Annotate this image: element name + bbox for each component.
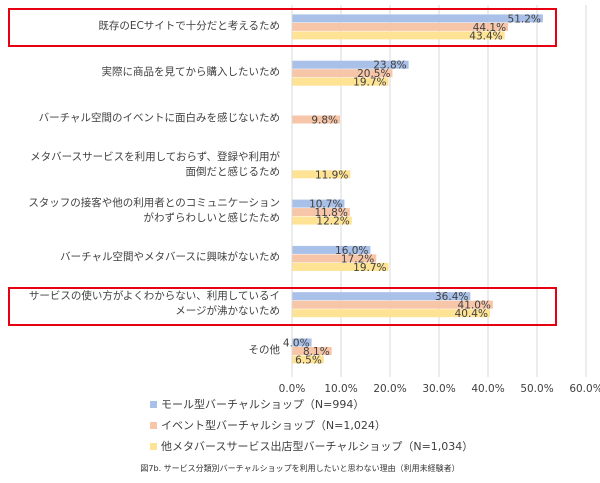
x-tick-label: 20.0% [373,383,407,395]
x-tick-label: 40.0% [471,383,505,395]
bar [292,216,352,225]
data-label: 9.8% [311,115,338,127]
x-tick-label: 30.0% [422,383,456,395]
category-label: バーチャル空間やメタバースに興味がないため [60,251,280,264]
legend-swatch [150,421,157,429]
data-label: 19.7% [353,262,386,274]
bar [292,300,493,309]
legend-label: イベント型バーチャルショップ（N=1,024） [161,419,386,432]
bar [292,199,345,208]
bar [292,60,409,69]
bar [292,22,509,31]
figure-caption: 図7b. サービス分類別バーチャルショップを利用したいと思わない理由（利用未経験… [140,464,460,473]
bar [292,170,351,179]
x-tick-label: 50.0% [520,383,554,395]
legend-swatch [150,442,157,450]
data-label: 6.5% [295,355,322,367]
bar [292,262,389,271]
category-label: 実際に商品を見てから購入したいため [101,65,281,78]
legend-item: 他メタバースサービス出店型バーチャルショップ（N=1,034） [150,438,473,454]
data-label: 44.1% [473,22,506,34]
highlight-box-1 [8,8,557,47]
legend-label: モール型バーチャルショップ（N=994） [161,398,365,411]
data-label: 40.4% [455,308,488,320]
category-label: スタッフの接客や他の利用者とのコミュニケーション がわずらわしいと感じたため [28,197,280,225]
data-label: 36.4% [435,291,468,303]
data-label: 41.0% [458,300,491,312]
x-tick-label: 10.0% [324,383,358,395]
data-label: 4.0% [283,338,310,350]
data-label: 11.9% [315,169,348,181]
bar [292,31,505,40]
data-label: 17.2% [341,253,374,265]
bar [292,309,490,318]
data-label: 23.8% [373,60,406,72]
category-label: バーチャル空間のイベントに面白みを感じないため [38,112,280,125]
legend-swatch [150,400,157,408]
bar [292,347,332,355]
bar [292,338,312,347]
category-label: 既存のECサイトで十分だと考えるため [98,19,280,32]
legend-item: イベント型バーチャルショップ（N=1,024） [150,417,386,433]
legend-label: 他メタバースサービス出店型バーチャルショップ（N=1,034） [161,440,474,453]
data-label: 16.0% [335,245,368,257]
bar [292,14,543,23]
bar [292,208,350,217]
bar [292,69,393,78]
bar [292,292,471,301]
data-label: 12.2% [316,216,349,228]
data-label: 10.7% [309,199,342,211]
data-label: 8.1% [303,346,330,358]
bar [292,115,341,124]
data-label: 43.4% [469,30,502,42]
x-tick-label: 0.0% [278,383,306,395]
x-tick-label: 60.0% [569,383,600,395]
category-label: その他 [248,343,281,356]
bar [292,254,377,263]
bar [292,245,371,254]
data-label: 51.2% [508,13,541,25]
data-label: 11.8% [314,207,347,219]
category-label: メタバースサービスを利用しておらず、登録や利用が 面倒だと感じるため [30,151,280,179]
bar [292,355,324,364]
data-label: 20.5% [357,68,390,80]
data-label: 19.7% [353,77,386,89]
bar [292,77,389,86]
highlight-box-2 [8,287,557,326]
legend-item: モール型バーチャルショップ（N=994） [150,396,364,412]
category-label: サービスの使い方がよくわからない、利用しているイ メージが沸かないため [28,289,280,317]
